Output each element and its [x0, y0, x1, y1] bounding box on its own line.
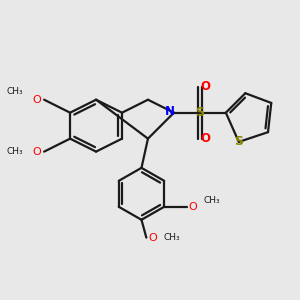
Text: O: O	[201, 132, 211, 145]
Text: CH₃: CH₃	[6, 147, 23, 156]
Text: S: S	[195, 106, 204, 119]
Text: O: O	[148, 232, 157, 243]
Text: S: S	[234, 135, 243, 148]
Text: CH₃: CH₃	[6, 87, 23, 96]
Text: O: O	[201, 80, 211, 93]
Text: O: O	[33, 95, 41, 105]
Text: O: O	[188, 202, 197, 212]
Text: CH₃: CH₃	[204, 196, 220, 205]
Text: N: N	[165, 105, 175, 118]
Text: CH₃: CH₃	[163, 233, 180, 242]
Text: O: O	[33, 147, 41, 157]
